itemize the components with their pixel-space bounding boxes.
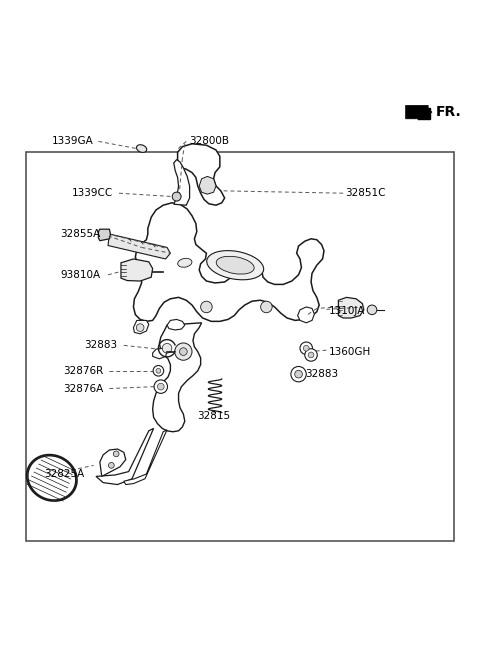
Text: 32855A: 32855A [60, 229, 101, 239]
Text: 1339GA: 1339GA [52, 137, 94, 147]
Circle shape [201, 301, 212, 313]
Ellipse shape [216, 256, 254, 274]
Ellipse shape [207, 251, 264, 280]
Text: 93810A: 93810A [60, 270, 101, 280]
Text: 32815: 32815 [197, 411, 230, 421]
Text: 1310JA: 1310JA [329, 306, 365, 315]
Circle shape [156, 368, 161, 373]
Text: 32876R: 32876R [63, 366, 103, 376]
Bar [26, 152, 454, 541]
Text: 1360GH: 1360GH [329, 346, 371, 356]
Polygon shape [28, 455, 76, 500]
Text: 32851C: 32851C [346, 188, 386, 198]
Ellipse shape [178, 258, 192, 267]
Circle shape [261, 301, 272, 313]
Circle shape [305, 348, 317, 361]
Ellipse shape [172, 192, 181, 201]
Polygon shape [121, 259, 153, 281]
Polygon shape [298, 307, 314, 323]
Circle shape [108, 463, 114, 468]
Circle shape [136, 324, 144, 331]
Polygon shape [406, 106, 432, 119]
Circle shape [172, 192, 181, 201]
Circle shape [154, 380, 168, 393]
Polygon shape [153, 348, 167, 359]
Circle shape [175, 343, 192, 360]
Circle shape [300, 342, 312, 354]
Polygon shape [338, 298, 364, 318]
Circle shape [303, 345, 309, 351]
Polygon shape [100, 449, 126, 477]
Circle shape [180, 348, 187, 356]
Circle shape [153, 366, 164, 376]
Text: 32876A: 32876A [63, 383, 103, 393]
Text: FR.: FR. [436, 105, 462, 119]
Text: 32883: 32883 [84, 341, 118, 350]
Polygon shape [108, 234, 170, 259]
Text: 32825A: 32825A [44, 469, 84, 479]
Circle shape [157, 383, 164, 390]
Ellipse shape [136, 145, 147, 152]
Circle shape [367, 305, 377, 315]
Circle shape [162, 343, 172, 353]
Polygon shape [412, 108, 430, 119]
Polygon shape [174, 160, 190, 205]
Text: 1339CC: 1339CC [72, 188, 113, 198]
Polygon shape [124, 430, 167, 484]
Polygon shape [96, 428, 154, 484]
Polygon shape [178, 144, 225, 205]
Circle shape [308, 352, 314, 358]
Polygon shape [153, 323, 202, 432]
Polygon shape [133, 320, 149, 334]
Polygon shape [167, 319, 185, 330]
Text: 32883: 32883 [305, 369, 338, 379]
Polygon shape [199, 176, 216, 194]
Circle shape [113, 451, 119, 457]
Circle shape [295, 370, 302, 378]
Polygon shape [133, 203, 324, 321]
Text: 32800B: 32800B [190, 137, 229, 147]
Circle shape [291, 366, 306, 382]
Polygon shape [98, 229, 110, 241]
